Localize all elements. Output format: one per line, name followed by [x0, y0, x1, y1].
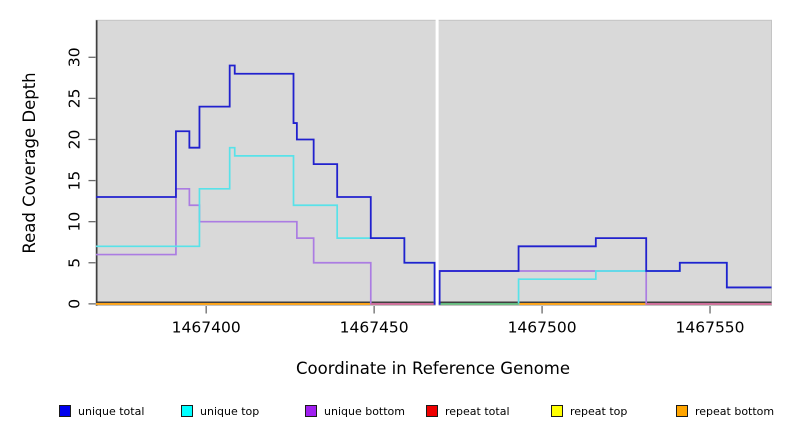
legend-label: unique top [200, 404, 260, 418]
legend-swatch-repeat-bottom [676, 405, 688, 417]
x-axis-tick-label: 1467400 [172, 319, 241, 337]
coverage-gap-band [435, 19, 439, 307]
legend: unique total unique top unique bottom repea… [0, 401, 792, 425]
legend-label: repeat total [445, 404, 510, 418]
legend-item-unique-bottom: unique bottom [305, 401, 405, 421]
plot-area [95, 19, 772, 307]
x-axis-tick-label: 1467500 [508, 319, 577, 337]
legend-item-unique-total: unique total [59, 401, 144, 421]
series-line-unique-total [96, 64, 772, 305]
x-axis-title: Coordinate in Reference Genome [295, 359, 571, 378]
legend-label: unique bottom [324, 404, 406, 418]
y-axis-tick-label: 10 [66, 212, 84, 232]
y-axis-tick-label: 25 [66, 89, 84, 109]
legend-swatch-unique-total [59, 405, 71, 417]
x-axis-tick-label: 1467450 [340, 319, 409, 337]
legend-label: unique total [78, 404, 145, 418]
y-axis-title: Read Coverage Depth [20, 72, 39, 254]
y-axis-tick-label: 15 [66, 171, 84, 191]
legend-label: repeat top [570, 404, 628, 418]
legend-swatch-repeat-top [551, 405, 563, 417]
legend-item-repeat-bottom: repeat bottom [676, 401, 774, 421]
legend-swatch-repeat-total [426, 405, 438, 417]
x-axis-tick-label: 1467550 [676, 319, 745, 337]
y-axis-tick-label: 20 [66, 130, 84, 150]
legend-item-repeat-top: repeat top [551, 401, 627, 421]
legend-swatch-unique-bottom [305, 405, 317, 417]
legend-swatch-unique-top [181, 405, 193, 417]
y-axis-tick-label: 30 [66, 47, 84, 67]
legend-item-unique-top: unique top [181, 401, 259, 421]
legend-item-repeat-total: repeat total [426, 401, 510, 421]
y-axis-tick-label: 0 [66, 299, 84, 309]
y-axis-tick-label: 5 [66, 258, 84, 268]
legend-label: repeat bottom [695, 404, 775, 418]
